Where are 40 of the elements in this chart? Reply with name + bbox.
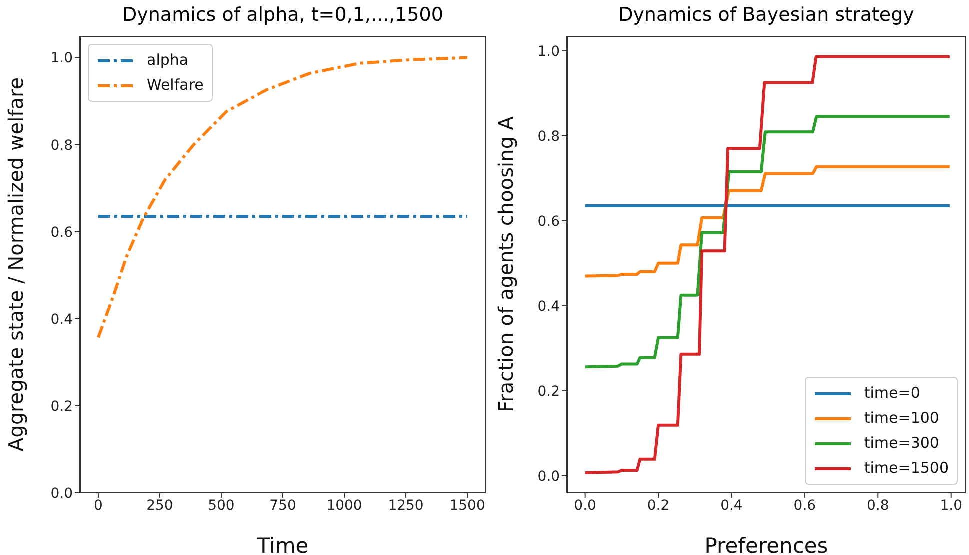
x-tick-label: 0.2 bbox=[647, 498, 670, 514]
legend-label: time=0 bbox=[864, 383, 920, 404]
y-tick-label: 0.4 bbox=[50, 312, 74, 328]
y-tick-label: 0.6 bbox=[50, 224, 74, 241]
x-tick-label: 0.8 bbox=[867, 498, 890, 514]
x-tick-label: 0.6 bbox=[794, 498, 816, 514]
y-tick-label: 0.0 bbox=[50, 486, 73, 502]
legend-label: Welfare bbox=[147, 75, 204, 96]
x-tick-label: 0.0 bbox=[574, 498, 596, 514]
y-tick-label: 0.6 bbox=[538, 214, 560, 230]
x-tick-label: 1.0 bbox=[940, 498, 962, 514]
y-tick-label: 0.8 bbox=[50, 138, 73, 154]
x-tick-label: 1250 bbox=[388, 498, 424, 514]
chart-title: Dynamics of alpha, t=0,1,...,1500 bbox=[122, 4, 444, 26]
legend-label: time=100 bbox=[864, 408, 940, 429]
x-tick-label: 1000 bbox=[326, 498, 362, 514]
line-series bbox=[584, 165, 952, 278]
x-tick-label: 750 bbox=[270, 498, 296, 514]
x-tick-label: 0.4 bbox=[720, 498, 743, 514]
y-tick-label: 0.2 bbox=[50, 398, 73, 415]
y-tick-label: 0.4 bbox=[538, 298, 560, 315]
x-tick-label: 0 bbox=[94, 498, 103, 514]
x-tick-label: 1500 bbox=[450, 498, 486, 514]
y-tick-label: 1.0 bbox=[50, 50, 73, 67]
y-tick-label: 0.0 bbox=[538, 468, 560, 485]
x-axis-title: Time bbox=[256, 534, 309, 555]
x-tick-label: 250 bbox=[146, 498, 174, 514]
legend-label: alpha bbox=[147, 50, 189, 71]
y-tick-label: 1.0 bbox=[538, 44, 560, 60]
y-axis-title: Aggregate state / Normalized welfare bbox=[4, 77, 28, 452]
legend-label: time=300 bbox=[864, 433, 940, 454]
line-series bbox=[584, 55, 952, 475]
line-series bbox=[584, 115, 952, 369]
x-axis-title: Preferences bbox=[704, 534, 828, 555]
y-tick-label: 0.2 bbox=[538, 384, 560, 400]
y-axis-title: Fraction of agents choosing A bbox=[494, 116, 518, 412]
y-tick-label: 0.8 bbox=[538, 128, 560, 145]
x-tick-label: 500 bbox=[208, 498, 235, 514]
legend-label: time=1500 bbox=[864, 458, 949, 479]
chart-title: Dynamics of Bayesian strategy bbox=[618, 4, 916, 26]
